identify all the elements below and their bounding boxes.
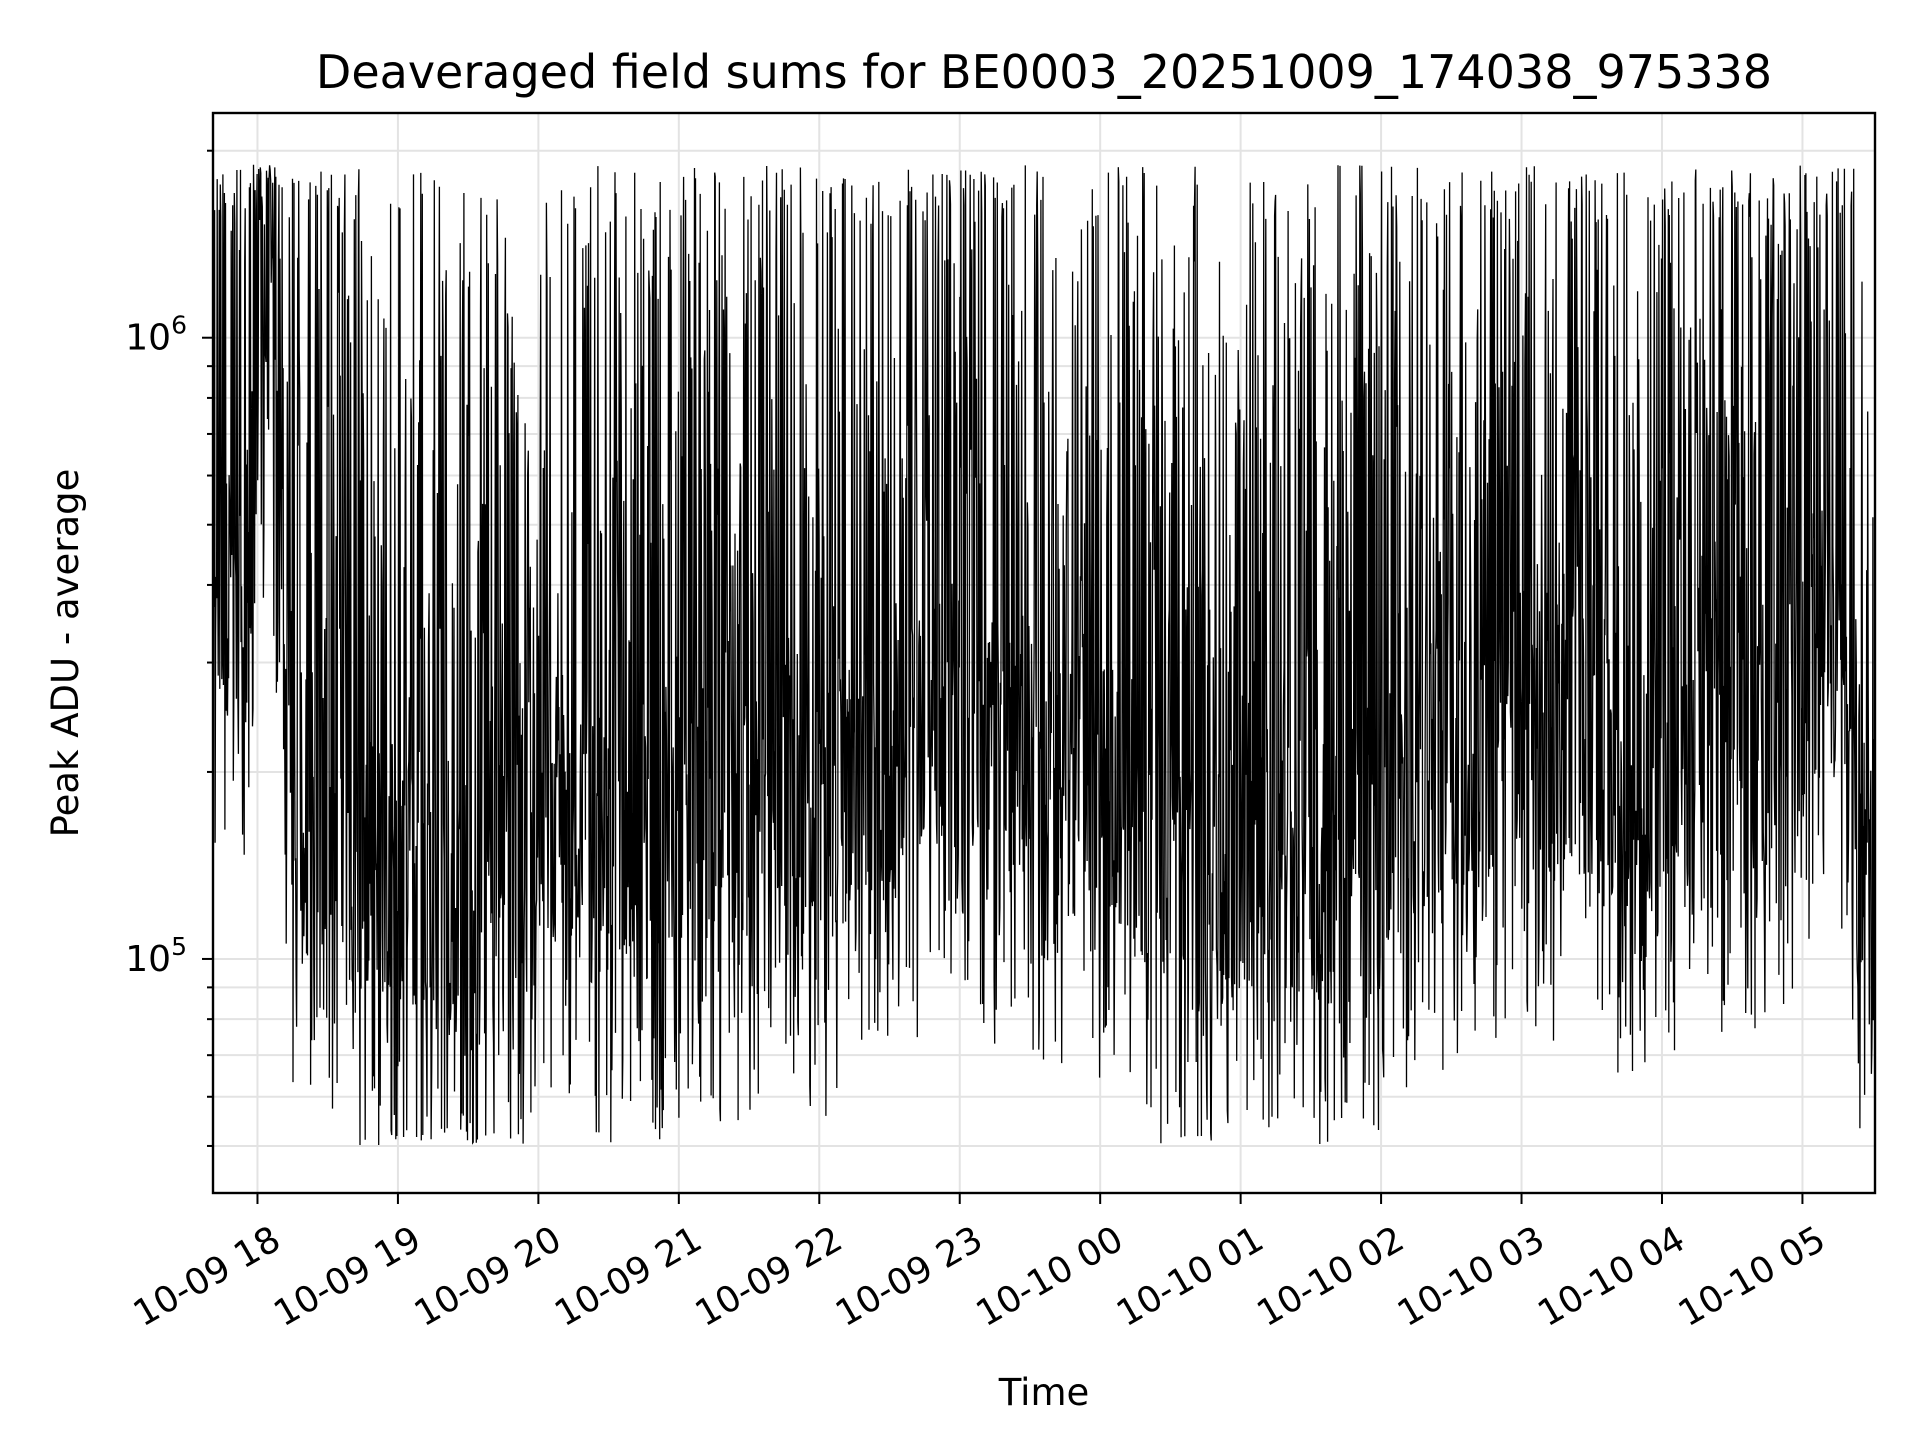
y-tick-exponent: 6 <box>171 311 187 340</box>
x-tick-label: 10-10 01 <box>1110 1219 1271 1335</box>
plot-series <box>212 164 1876 1146</box>
chart-title: Deaveraged field sums for BE0003_2025100… <box>316 45 1772 99</box>
x-tick-label: 10-09 23 <box>829 1219 990 1335</box>
x-tick-label: 10-10 04 <box>1531 1219 1692 1335</box>
series-line <box>212 164 1876 1146</box>
x-tick-label: 10-09 19 <box>267 1219 428 1335</box>
x-tick-label: 10-09 21 <box>548 1219 709 1335</box>
x-tick-label: 10-10 03 <box>1391 1219 1552 1335</box>
x-tick-label: 10-09 20 <box>408 1219 569 1335</box>
y-tick-base: 10 <box>125 939 171 980</box>
x-tick-label: 10-09 22 <box>689 1219 850 1335</box>
y-axis-label: Peak ADU - average <box>44 469 87 838</box>
x-tick-label: 10-09 18 <box>127 1219 288 1335</box>
y-tick-exponent: 5 <box>171 932 187 961</box>
y-tick-label: 106 <box>125 311 187 359</box>
y-tick-base: 10 <box>125 318 171 359</box>
x-tick-label: 10-10 05 <box>1672 1219 1833 1335</box>
x-tick-label: 10-10 02 <box>1250 1219 1411 1335</box>
y-tick-label: 105 <box>125 932 187 980</box>
x-tick-label: 10-10 00 <box>970 1219 1131 1335</box>
plot-frame <box>211 111 1877 1195</box>
x-axis-label: Time <box>998 1371 1090 1414</box>
